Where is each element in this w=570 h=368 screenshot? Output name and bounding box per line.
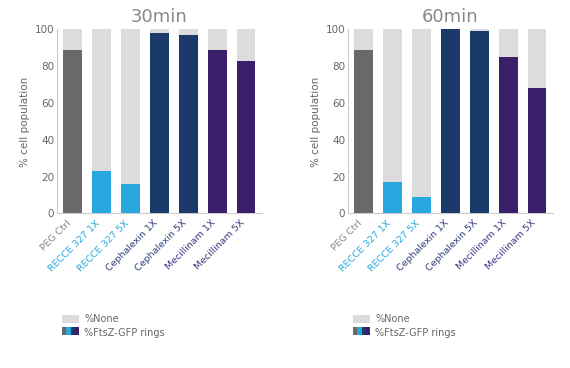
Title: 30min: 30min	[131, 8, 188, 26]
Bar	[384, 182, 402, 213]
Bar	[441, 29, 460, 213]
Bar	[63, 50, 82, 213]
Bar	[355, 50, 373, 213]
Bar	[412, 197, 431, 213]
Bar	[179, 35, 198, 213]
Bar	[92, 171, 111, 213]
Title: 60min: 60min	[422, 8, 479, 26]
Bar	[528, 29, 547, 88]
Bar	[237, 61, 255, 213]
Bar	[499, 29, 518, 57]
Bar	[121, 29, 140, 184]
Bar	[237, 29, 255, 61]
Bar	[179, 29, 198, 35]
Bar	[150, 33, 169, 213]
Bar	[121, 184, 140, 213]
Bar	[412, 29, 431, 197]
Bar	[355, 29, 373, 50]
Legend: %None, %FtsZ-GFP rings: %None, %FtsZ-GFP rings	[353, 314, 456, 338]
Bar	[92, 29, 111, 171]
Bar	[208, 29, 226, 50]
Bar	[208, 50, 226, 213]
Legend: %None, %FtsZ-GFP rings: %None, %FtsZ-GFP rings	[62, 314, 165, 338]
Bar	[470, 29, 488, 31]
Bar	[499, 57, 518, 213]
Bar	[384, 29, 402, 182]
Bar	[150, 29, 169, 33]
Bar	[528, 88, 547, 213]
Y-axis label: % cell population: % cell population	[21, 76, 30, 167]
Bar	[63, 29, 82, 50]
Y-axis label: % cell population: % cell population	[311, 76, 321, 167]
Bar	[470, 31, 488, 213]
